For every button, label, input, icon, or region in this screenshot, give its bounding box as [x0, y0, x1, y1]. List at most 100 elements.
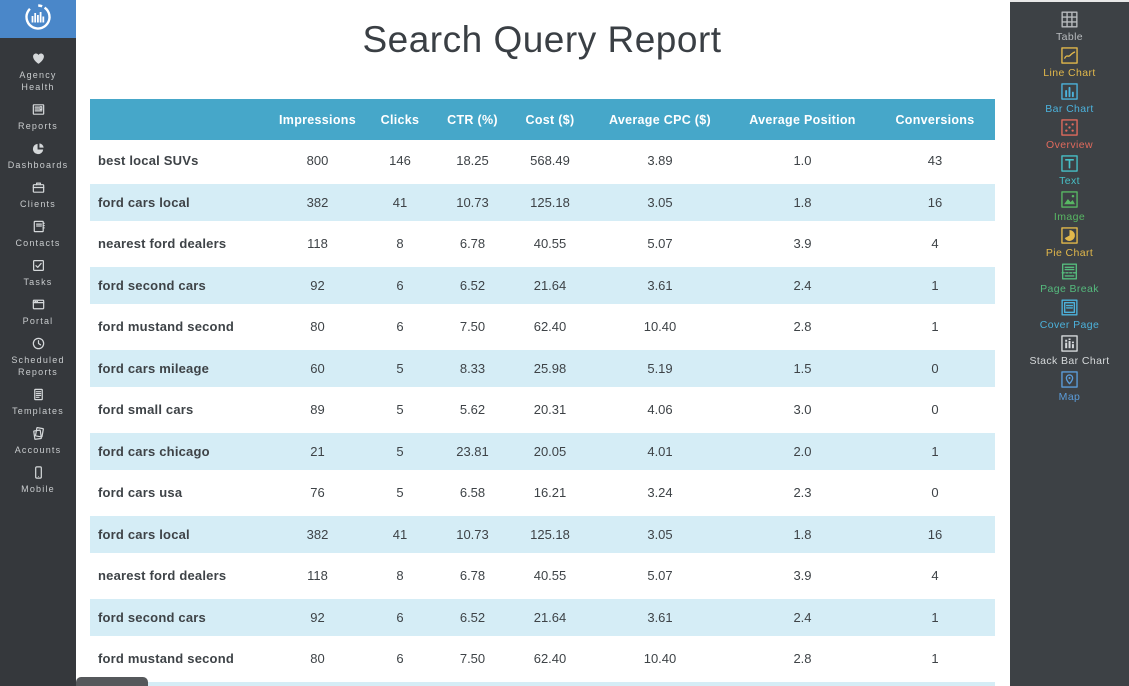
cell-average-position: 2.0 — [793, 443, 812, 459]
widget-label: Line Chart — [1043, 67, 1096, 79]
cell-conversions: 43 — [927, 153, 943, 169]
cell-impressions: 21 — [310, 443, 325, 459]
widget-line-chart[interactable]: Line Chart — [1043, 45, 1095, 79]
sidebar-item-templates[interactable]: Templates — [0, 387, 76, 417]
sidebar-item-scheduled-reports[interactable]: Scheduled Reports — [0, 336, 76, 378]
cell-clicks: 41 — [392, 194, 408, 210]
column-header-ctr[interactable]: CTR (%) — [447, 112, 498, 127]
cell-conversions: 16 — [927, 194, 943, 210]
column-header-conversions[interactable]: Conversions — [895, 112, 975, 127]
content-divider — [1008, 0, 1010, 686]
cell-clicks: 5 — [396, 443, 404, 459]
widget-page-break[interactable]: Page Break — [1040, 261, 1099, 295]
widget-label: Text — [1059, 175, 1080, 187]
cell-impressions: 118 — [307, 236, 328, 252]
widget-label: Cover Page — [1039, 319, 1100, 331]
cell-average-cpc: 3.05 — [647, 526, 673, 542]
column-header-average-cpc[interactable]: Average CPC ($) — [609, 112, 711, 127]
widget-table[interactable]: Table — [1056, 9, 1083, 43]
cell-impressions: 89 — [310, 402, 325, 418]
left-sidebar: Agency Health Reports Dashboards Clients Con… — [0, 0, 76, 686]
circular-bars-logo-icon — [23, 2, 53, 37]
cell-impressions: 80 — [310, 651, 325, 667]
cell-ctr: 7.50 — [459, 319, 486, 335]
pie-dashboard-icon — [31, 141, 46, 156]
widget-image[interactable]: Image — [1054, 189, 1085, 223]
widget-cover-page[interactable]: Cover Page — [1040, 297, 1099, 331]
cell-cost: 125.18 — [530, 194, 570, 210]
table-row: ford second cars 92 6 6.52 21.64 3.61 2.4 1 — [90, 596, 995, 638]
widget-stack-bar-chart[interactable]: Stack Bar Chart — [1029, 333, 1109, 367]
cell-conversions: 4 — [931, 236, 939, 252]
widget-text[interactable]: Text — [1059, 153, 1080, 187]
clock-icon — [31, 336, 46, 351]
widget-bar-chart[interactable]: Bar Chart — [1045, 81, 1094, 115]
widget-overview[interactable]: Overview — [1046, 117, 1093, 151]
cell-cost: 40.55 — [533, 236, 567, 252]
column-header-clicks[interactable]: Clicks — [380, 112, 420, 127]
cell-query: nearest ford dealers — [98, 236, 227, 252]
partial-bottom-control[interactable] — [76, 677, 148, 686]
app-logo[interactable] — [0, 0, 76, 38]
sidebar-item-portal[interactable]: Portal — [0, 297, 76, 327]
table-row: ford cars local 382 41 10.73 125.18 3.05 1.8 16 — [90, 181, 995, 223]
widget-label: Overview — [1046, 139, 1093, 151]
cell-clicks: 41 — [392, 526, 408, 542]
cell-cost: 20.31 — [533, 402, 567, 418]
cell-query: ford cars usa — [98, 485, 183, 501]
sidebar-item-reports[interactable]: Reports — [0, 102, 76, 132]
sidebar-item-mobile[interactable]: Mobile — [0, 465, 76, 495]
table-body: best local SUVs 800 146 18.25 568.49 3.89 1.0 4… — [90, 140, 995, 680]
widget-label: Pie Chart — [1045, 247, 1094, 259]
cell-average-position: 3.9 — [793, 568, 812, 584]
cell-impressions: 800 — [306, 153, 329, 169]
widget-label: Table — [1055, 31, 1084, 43]
cell-average-cpc: 10.40 — [643, 651, 677, 667]
table-row: ford cars local 382 41 10.73 125.18 3.05 1.8 16 — [90, 513, 995, 555]
widget-pie-chart[interactable]: Pie Chart — [1046, 225, 1093, 259]
report-doc-icon — [31, 102, 46, 117]
cell-impressions: 118 — [307, 568, 328, 584]
column-header-average-position[interactable]: Average Position — [749, 112, 856, 127]
cell-ctr: 10.73 — [456, 194, 489, 210]
heart-icon — [31, 51, 46, 66]
cell-ctr: 18.25 — [456, 153, 489, 169]
sidebar-item-clients[interactable]: Clients — [0, 180, 76, 210]
sidebar-item-agency-health[interactable]: Agency Health — [0, 51, 76, 93]
column-header-cost[interactable]: Cost ($) — [525, 112, 575, 127]
cell-conversions: 4 — [931, 568, 939, 584]
table-row: ford cars mileage 60 5 8.33 25.98 5.19 1.5 0 — [90, 347, 995, 389]
cell-average-position: 3.0 — [793, 402, 812, 418]
table-row: ford cars usa 76 5 6.58 16.21 3.24 2.3 0 — [90, 472, 995, 514]
widget-map[interactable]: Map — [1059, 369, 1081, 403]
cell-impressions: 382 — [306, 194, 329, 210]
cell-ctr: 6.58 — [459, 485, 486, 501]
cell-conversions: 1 — [931, 651, 939, 667]
table-row: ford mustand second 80 6 7.50 62.40 10.40 2.8 1 — [90, 306, 995, 348]
cell-average-position: 1.5 — [793, 360, 812, 376]
sidebar-item-contacts[interactable]: Contacts — [0, 219, 76, 249]
sidebar-item-tasks[interactable]: Tasks — [0, 258, 76, 288]
sidebar-item-label: Accounts — [14, 445, 62, 455]
cell-conversions: 1 — [931, 277, 939, 293]
cell-query: ford cars local — [98, 526, 190, 542]
sidebar-item-label: Mobile — [21, 484, 55, 494]
cell-average-cpc: 10.40 — [643, 319, 677, 335]
table-row: ford second cars 92 6 6.52 21.64 3.61 2.4 1 — [90, 264, 995, 306]
column-header-impressions[interactable]: Impressions — [279, 112, 356, 127]
cell-conversions: 1 — [931, 443, 939, 459]
sidebar-item-label: Agency Health — [19, 70, 57, 92]
table-row: ford small cars 89 5 5.62 20.31 4.06 3.0 0 — [90, 389, 995, 431]
stack-bar-chart-icon — [1059, 333, 1080, 354]
sidebar-item-accounts[interactable]: Accounts — [0, 426, 76, 456]
sidebar-item-dashboards[interactable]: Dashboards — [0, 141, 76, 171]
cell-query: ford cars mileage — [98, 360, 210, 376]
cell-ctr: 7.50 — [459, 651, 486, 667]
widget-label: Stack Bar Chart — [1029, 355, 1110, 367]
cell-conversions: 0 — [931, 485, 939, 501]
cell-cost: 62.40 — [533, 651, 567, 667]
bar-chart-icon — [1059, 81, 1080, 102]
cell-average-cpc: 3.61 — [647, 609, 673, 625]
cell-impressions: 76 — [310, 485, 325, 501]
